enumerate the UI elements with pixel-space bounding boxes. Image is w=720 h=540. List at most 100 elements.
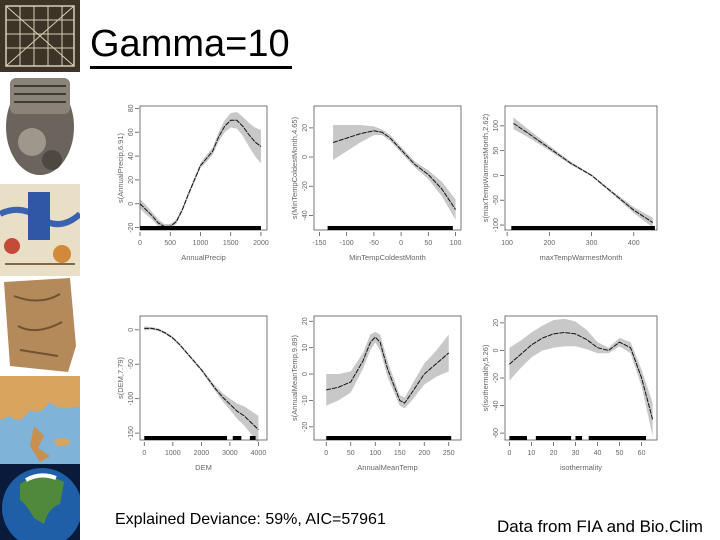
x-tick-label: 3000 (222, 450, 238, 457)
confidence-band (144, 326, 259, 444)
x-tick-label: 20 (550, 450, 558, 457)
y-axis-label: s(MinTempColdestMonth,4.65) (290, 116, 299, 219)
x-tick-label: 50 (616, 450, 624, 457)
explained-deviance-note: Explained Deviance: 59%, AIC=57961 (115, 511, 386, 528)
x-tick-label: 100 (450, 240, 462, 247)
rug-marks (575, 436, 583, 440)
x-tick-label: 4000 (251, 450, 267, 457)
x-tick-label: 0 (138, 240, 142, 247)
y-tick-label: -10 (302, 395, 309, 405)
y-tick-label: -50 (493, 195, 500, 205)
confidence-band (509, 318, 653, 436)
x-tick-label: 200 (543, 240, 555, 247)
x-tick-label: 30 (572, 450, 580, 457)
x-tick-label: 10 (528, 450, 536, 457)
medieval-map-image (0, 184, 80, 276)
annual-mean-temp-plot: 0 50 100 150 200 250 -20 -10 0 10 20 AnnualMeanTemp… (290, 315, 462, 472)
y-tick-label: 20 (302, 124, 309, 132)
y-tick-label: 0 (493, 348, 500, 352)
y-tick-label: 10 (302, 344, 309, 352)
rug-marks (326, 436, 452, 440)
rug-marks (249, 436, 256, 440)
x-tick-label: 0 (142, 450, 146, 457)
confidence-band (513, 117, 653, 228)
greece-map-image (0, 376, 80, 464)
x-tick-label: 500 (164, 240, 176, 247)
dem-plot: 0 1000 2000 3000 4000 -150 -100 -50 0 DEM s(DEM,7.… (116, 315, 268, 472)
smooth-line (139, 119, 262, 227)
y-tick-label: -50 (128, 359, 135, 369)
x-axis-label: AnnualMeanTemp (357, 463, 417, 472)
y-tick-label: 50 (493, 147, 500, 155)
y-tick-label: 0 (493, 173, 500, 177)
page-title: Gamma=10 (90, 22, 292, 69)
x-tick-label: 0 (324, 450, 328, 457)
y-tick-label: -20 (302, 422, 309, 432)
x-tick-label: 1500 (223, 240, 239, 247)
image-strip (0, 0, 80, 540)
rug-marks (327, 226, 453, 230)
clay-tablet-image (0, 72, 80, 184)
y-tick-label: 80 (128, 104, 135, 112)
x-tick-label: 300 (586, 240, 598, 247)
x-axis-label: DEM (195, 463, 212, 472)
x-tick-label: 150 (394, 450, 406, 457)
min-temp-coldest-month-plot: -150 -100 -50 0 50 100 -40 -20 0 20 MinTempColdest… (290, 105, 462, 262)
isothermality-plot: 0 10 20 30 40 50 60-60-40-20020isothermalitys(… (481, 315, 658, 472)
y-tick-label: 0 (302, 155, 309, 159)
x-tick-label: 2000 (194, 450, 210, 457)
y-tick-label: 0 (302, 372, 309, 376)
y-tick-label: 0 (128, 328, 135, 332)
x-tick-label: 50 (424, 240, 432, 247)
y-axis-label: s(DEM,7.79) (116, 356, 125, 399)
y-tick-label: 60 (128, 128, 135, 136)
rug-marks (535, 436, 572, 440)
y-tick-label: -60 (493, 428, 500, 438)
y-tick-label: -100 (493, 218, 500, 232)
x-axis-label: AnnualPrecip (181, 253, 226, 262)
x-tick-label: 50 (347, 450, 355, 457)
x-axis-label: isothermality (560, 463, 602, 472)
smooth-line (513, 122, 654, 223)
y-tick-label: -100 (128, 392, 135, 406)
y-tick-label: 0 (128, 202, 135, 206)
rug-marks (140, 226, 261, 230)
rug-marks (588, 436, 646, 440)
x-tick-label: 250 (443, 450, 455, 457)
confidence-band (140, 111, 261, 229)
x-axis-label: maxTempWarmestMonth (539, 253, 622, 262)
smooth-line (509, 332, 654, 420)
y-axis-label: s(AnnualMeanTemp,9.89) (290, 335, 299, 421)
plot-frame (313, 105, 462, 231)
confidence-band (333, 124, 456, 220)
y-tick-label: -20 (493, 373, 500, 383)
smooth-line (144, 327, 259, 431)
y-tick-label: 20 (128, 176, 135, 184)
confidence-band (326, 331, 449, 409)
rug-marks (144, 436, 228, 440)
y-axis-label: s(AnnualPrecip,6.91) (116, 132, 125, 203)
north-america-globe-image (0, 464, 80, 540)
stone-map-image (0, 276, 80, 376)
grid-map-image (0, 0, 80, 72)
x-tick-label: -50 (369, 240, 379, 247)
x-tick-label: 100 (501, 240, 513, 247)
x-tick-label: -100 (340, 240, 354, 247)
x-tick-label: 0 (507, 450, 511, 457)
x-tick-label: 40 (594, 450, 602, 457)
x-tick-label: 400 (628, 240, 640, 247)
y-tick-label: 20 (493, 319, 500, 327)
annual-precip-plot: 0 500 1000 1500 2000 -20 0 20 40 60 80 AnnualPrecip… (116, 104, 269, 262)
x-tick-label: 200 (418, 450, 430, 457)
x-tick-label: 2000 (253, 240, 269, 247)
y-tick-label: 100 (493, 120, 500, 132)
y-tick-label: -40 (493, 400, 500, 410)
y-tick-label: -150 (128, 426, 135, 440)
x-tick-label: 100 (369, 450, 381, 457)
smooth-line (326, 336, 450, 404)
rug-marks (232, 436, 242, 440)
y-axis-label: s(isothermality,5.26) (481, 344, 490, 411)
y-tick-label: -20 (128, 222, 135, 232)
smooth-line (332, 130, 456, 210)
y-tick-label: 40 (128, 152, 135, 160)
